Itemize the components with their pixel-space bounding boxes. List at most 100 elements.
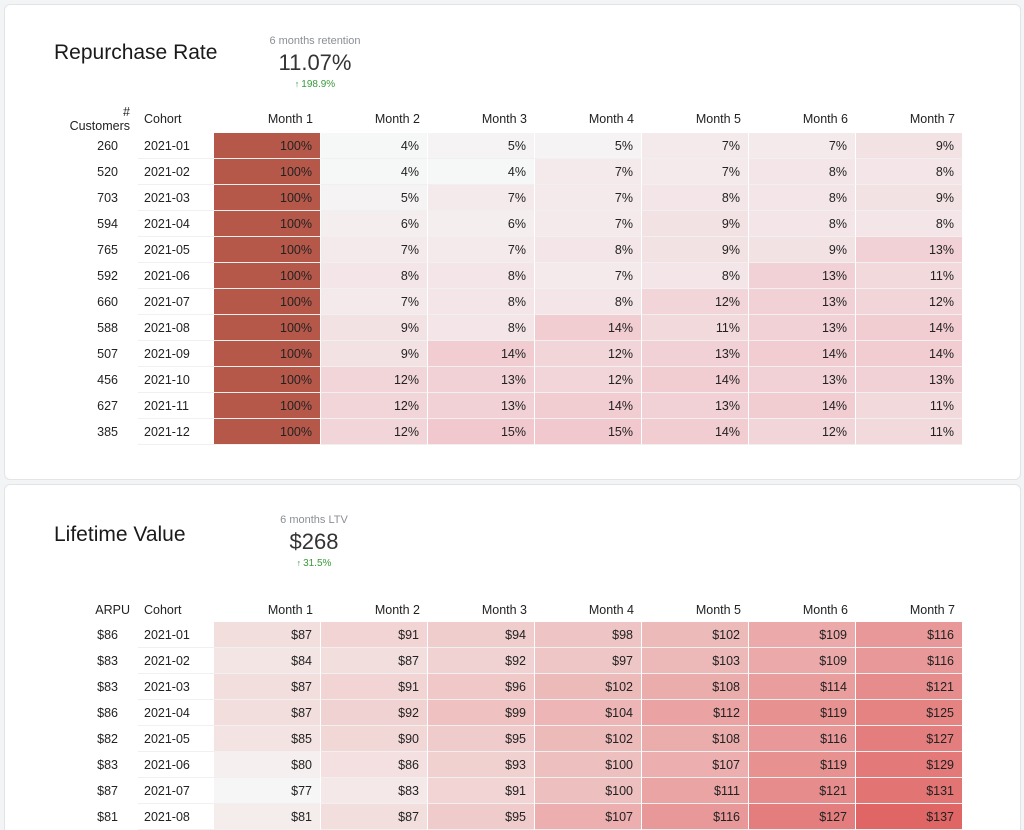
retention-cell: 8% [856,159,963,185]
retention-cell: 7% [535,185,642,211]
ltv-cell: $91 [321,674,428,700]
table-row: $86 2021-01 $87 $91 $94 $98 $102 $109 $116 [58,622,963,648]
retention-cell: 5% [321,185,428,211]
ltv-cell: $97 [535,648,642,674]
ltv-cell: $84 [214,648,321,674]
ltv-cell: $109 [749,648,856,674]
ltv-row-count: $86 [97,706,118,720]
retention-cell: 14% [749,341,856,367]
retention-cell: 9% [749,237,856,263]
retention-kpi-delta: ↑ 198.9% [255,79,375,90]
retention-cell: 7% [749,133,856,159]
retention-month-header-6: Month 6 [802,112,848,126]
ltv-kpi-delta-value: 31.5% [303,558,332,569]
retention-cell: 8% [428,315,535,341]
ltv-cell: $137 [856,804,963,830]
table-row: $83 2021-03 $87 $91 $96 $102 $108 $114 $121 [58,674,963,700]
retention-cell: 6% [321,211,428,237]
cohort-column-header: Cohort [144,603,182,617]
retention-cell: 14% [642,367,749,393]
retention-cell: 11% [856,263,963,289]
retention-cell: 7% [428,237,535,263]
ltv-cell: $129 [856,752,963,778]
retention-cell: 13% [428,393,535,419]
retention-cell: 12% [321,419,428,445]
retention-row-count: 660 [97,295,118,309]
lifetime-value-card: Lifetime Value 6 months LTV $268 ↑ 31.5% … [4,484,1021,830]
retention-row-cohort: 2021-06 [138,263,214,289]
retention-cell: 9% [856,133,963,159]
retention-cell: 11% [856,419,963,445]
ltv-row-cohort: 2021-03 [138,674,214,700]
retention-cell: 14% [856,315,963,341]
table-row: $81 2021-08 $81 $87 $95 $107 $116 $127 $137 [58,804,963,830]
ltv-row-cohort: 2021-01 [138,622,214,648]
ltv-cell: $91 [428,778,535,804]
ltv-cell: $77 [214,778,321,804]
ltv-cell: $103 [642,648,749,674]
retention-cell: 100% [214,419,321,445]
ltv-cell: $81 [214,804,321,830]
ltv-cell: $94 [428,622,535,648]
retention-cell: 15% [535,419,642,445]
ltv-kpi: 6 months LTV $268 ↑ 31.5% [254,514,374,569]
retention-cell: 100% [214,133,321,159]
cohort-column-header: Cohort [144,112,182,126]
retention-cell: 13% [749,263,856,289]
ltv-kpi-delta: ↑ 31.5% [254,558,374,569]
repurchase-rate-title: Repurchase Rate [54,41,218,64]
ltv-cell: $119 [749,700,856,726]
retention-cell: 100% [214,341,321,367]
retention-cell: 100% [214,263,321,289]
retention-row-count: 260 [97,139,118,153]
ltv-row-count: $81 [97,810,118,824]
ltv-cell: $90 [321,726,428,752]
ltv-cell: $80 [214,752,321,778]
table-row: 456 2021-10 100% 12% 13% 12% 14% 13% 13% [58,367,963,393]
ltv-row-cohort: 2021-06 [138,752,214,778]
table-row: $83 2021-06 $80 $86 $93 $100 $107 $119 $129 [58,752,963,778]
retention-cell: 12% [856,289,963,315]
retention-cell: 100% [214,393,321,419]
retention-row-count: 765 [97,243,118,257]
ltv-cell: $127 [856,726,963,752]
ltv-row-count: $83 [97,758,118,772]
retention-row-cohort: 2021-03 [138,185,214,211]
lifetime-value-title: Lifetime Value [54,523,186,546]
retention-cell: 12% [749,419,856,445]
retention-row-cohort: 2021-08 [138,315,214,341]
retention-cell: 7% [321,289,428,315]
retention-cell: 100% [214,159,321,185]
ltv-cell: $111 [642,778,749,804]
retention-row-count: 507 [97,347,118,361]
table-row: 627 2021-11 100% 12% 13% 14% 13% 14% 11% [58,393,963,419]
ltv-cell: $98 [535,622,642,648]
ltv-cell: $99 [428,700,535,726]
ltv-cell: $107 [642,752,749,778]
ltv-cell: $108 [642,726,749,752]
ltv-month-header-5: Month 5 [695,603,741,617]
ltv-cell: $92 [321,700,428,726]
retention-cell: 11% [856,393,963,419]
retention-cell: 9% [642,237,749,263]
table-row: 594 2021-04 100% 6% 6% 7% 9% 8% 8% [58,211,963,237]
retention-cell: 5% [535,133,642,159]
ltv-cell: $95 [428,804,535,830]
table-row: 588 2021-08 100% 9% 8% 14% 11% 13% 14% [58,315,963,341]
ltv-kpi-label: 6 months LTV [280,514,348,526]
retention-cell: 15% [428,419,535,445]
ltv-cell: $116 [856,622,963,648]
ltv-cell: $87 [214,622,321,648]
retention-month-header-3: Month 3 [481,112,527,126]
retention-cell: 8% [749,185,856,211]
ltv-cell: $87 [214,700,321,726]
ltv-row-count: $83 [97,680,118,694]
retention-month-header-2: Month 2 [374,112,420,126]
table-row: $83 2021-02 $84 $87 $92 $97 $103 $109 $116 [58,648,963,674]
retention-row-cohort: 2021-04 [138,211,214,237]
retention-row-cohort: 2021-09 [138,341,214,367]
ltv-cell: $119 [749,752,856,778]
retention-cell: 12% [535,341,642,367]
retention-cell: 100% [214,315,321,341]
ltv-cell: $93 [428,752,535,778]
